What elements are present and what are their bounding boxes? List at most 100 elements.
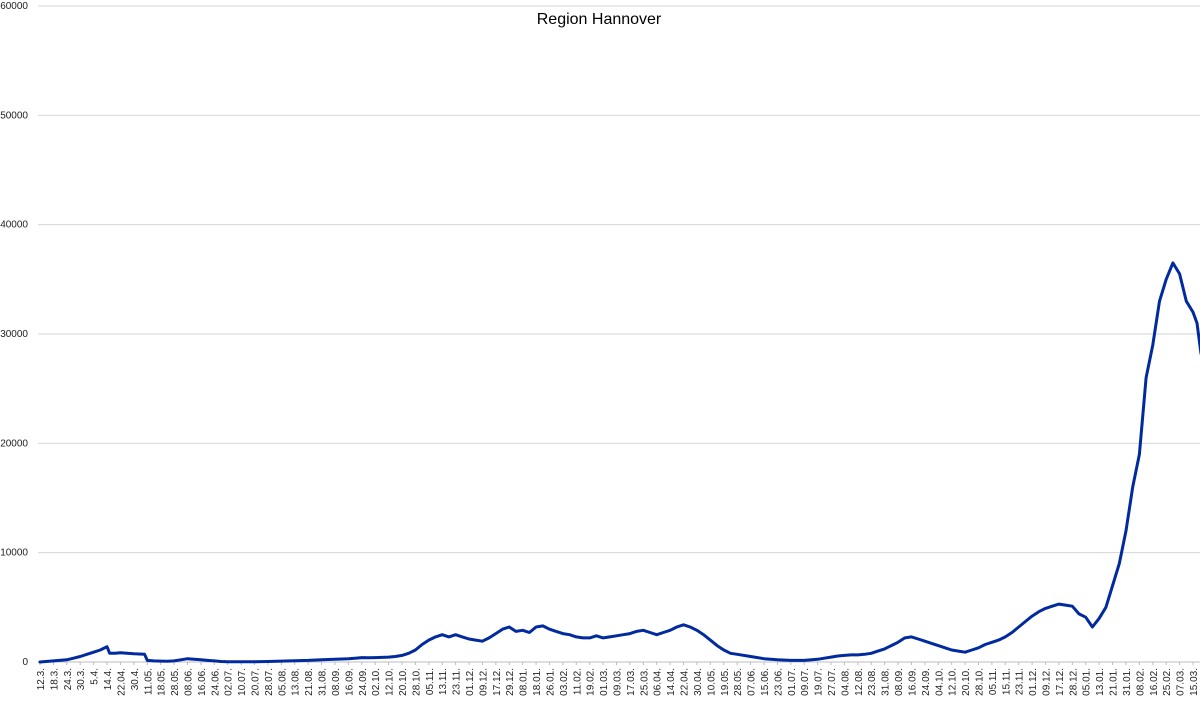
- x-tick-label: 12.3.: [36, 668, 47, 690]
- x-tick-label: 26.01.: [545, 668, 556, 696]
- x-tick-label: 23.11.: [452, 668, 463, 695]
- x-tick-label: 11.05.: [143, 668, 154, 695]
- x-tick-label: 17.12.: [492, 668, 503, 696]
- x-tick-label: 31.01.: [1122, 668, 1133, 696]
- x-tick-label: 05.08.: [277, 668, 288, 696]
- x-tick-label: 15.11.: [1001, 668, 1012, 695]
- x-tick-label: 09.12.: [1042, 668, 1053, 696]
- x-tick-label: 08.02.: [1135, 668, 1146, 696]
- x-tick-label: 28.05.: [170, 668, 181, 696]
- y-axis-ticks: 0 10000 20000 30000 40000 50000 60000: [0, 1, 28, 668]
- x-tick-label: 08.06.: [183, 668, 194, 696]
- x-tick-label: 28.05.: [733, 668, 744, 696]
- x-tick-label: 31.08.: [881, 668, 892, 696]
- x-tick-label: 20.07.: [251, 668, 262, 696]
- x-tick-label: 30.4.: [130, 668, 141, 690]
- x-tick-label: 28.10.: [974, 668, 985, 696]
- x-tick-label: 25.03.: [639, 668, 650, 696]
- x-tick-label: 08.09.: [894, 668, 905, 696]
- x-tick-label: 02.10.: [371, 668, 382, 696]
- x-tick-label: 15.03.: [1189, 668, 1200, 696]
- x-tick-label: 14.04.: [666, 668, 677, 696]
- x-tick-label: 23.11.: [1015, 668, 1026, 695]
- gridlines: [38, 5, 1200, 554]
- x-tick-label: 06.04.: [653, 668, 664, 696]
- x-tick-label: 04.10.: [934, 668, 945, 696]
- x-tick-label: 28.07.: [264, 668, 275, 696]
- x-tick-label: 05.11.: [425, 668, 436, 695]
- x-tick-label: 28.10.: [411, 668, 422, 696]
- x-tick-label: 04.08.: [840, 668, 851, 696]
- y-tick-label: 50000: [0, 110, 28, 121]
- x-tick-label: 01.03.: [599, 668, 610, 696]
- x-tick-label: 12.10.: [948, 668, 959, 696]
- x-tick-label: 09.03.: [613, 668, 624, 696]
- x-tick-label: 05.11.: [988, 668, 999, 695]
- x-tick-label: 01.12.: [465, 668, 476, 696]
- x-tick-label: 24.06.: [210, 668, 221, 696]
- x-tick-label: 11.02.: [572, 668, 583, 695]
- y-tick-label: 10000: [0, 548, 28, 559]
- x-tick-label: 10.07.: [237, 668, 248, 696]
- x-tick-label: 19.07.: [814, 668, 825, 696]
- x-tick-label: 07.06.: [747, 668, 758, 696]
- x-tick-label: 01.12.: [1028, 668, 1039, 696]
- x-tick-label: 20.10.: [961, 668, 972, 696]
- x-tick-label: 5.4.: [90, 668, 101, 685]
- y-tick-label: 30000: [0, 329, 28, 340]
- x-tick-label: 19.02.: [586, 668, 597, 696]
- x-tick-label: 27.07.: [827, 668, 838, 696]
- x-tick-label: 25.02.: [1162, 668, 1173, 696]
- x-tick-label: 18.05.: [157, 668, 168, 696]
- x-tick-label: 09.07.: [800, 668, 811, 696]
- x-tick-label: 10.05.: [706, 668, 717, 696]
- x-tick-label: 02.07.: [224, 668, 235, 696]
- y-tick-label: 20000: [0, 438, 28, 449]
- x-tick-label: 16.02.: [1149, 668, 1160, 696]
- chart-title: Region Hannover: [537, 11, 662, 28]
- x-tick-label: 15.06.: [760, 668, 771, 696]
- x-tick-label: 12.08.: [854, 668, 865, 696]
- x-tick-label: 24.09.: [358, 668, 369, 696]
- x-tick-label: 24.3.: [63, 668, 74, 690]
- x-tick-label: 09.12.: [478, 668, 489, 696]
- series-line-0: [38, 261, 1200, 664]
- y-tick-label: 0: [22, 657, 28, 668]
- x-tick-label: 31.08.: [318, 668, 329, 696]
- x-tick-label: 22.04.: [680, 668, 691, 696]
- x-tick-label: 30.3.: [76, 668, 87, 690]
- x-tick-label: 16.09.: [344, 668, 355, 696]
- x-tick-label: 14.4.: [103, 668, 114, 690]
- y-tick-label: 40000: [0, 220, 28, 231]
- x-tick-label: 18.3.: [49, 668, 60, 690]
- x-tick-label: 16.09.: [907, 668, 918, 696]
- x-tick-label: 05.01.: [1082, 668, 1093, 696]
- x-tick-label: 07.03.: [1176, 668, 1187, 696]
- x-tick-label: 28.12.: [1068, 668, 1079, 696]
- x-tick-label: 08.09.: [331, 668, 342, 696]
- x-tick-label: 23.06.: [773, 668, 784, 696]
- x-tick-label: 08.01.: [519, 668, 530, 696]
- x-tick-label: 12.10.: [385, 668, 396, 696]
- x-tick-label: 30.04.: [693, 668, 704, 696]
- x-tick-label: 03.02.: [559, 668, 570, 696]
- x-tick-label: 23.08.: [867, 668, 878, 696]
- y-tick-label: 60000: [0, 1, 28, 12]
- x-tick-label: 13.08.: [291, 668, 302, 696]
- x-tick-label: 17.03.: [626, 668, 637, 696]
- x-tick-label: 20.10.: [398, 668, 409, 696]
- series-layer: [38, 261, 1200, 664]
- x-tick-label: 21.08.: [304, 668, 315, 696]
- x-tick-label: 13.11.: [438, 668, 449, 695]
- x-tick-label: 22.04.: [116, 668, 127, 696]
- x-axis-ticks: 12.3. 18.3. 24.3. 30.3. 5.4. 14.4. 22.04. 30.4.…: [36, 662, 1200, 696]
- x-tick-label: 24.09.: [921, 668, 932, 696]
- x-tick-label: 16.06.: [197, 668, 208, 696]
- x-tick-label: 01.07.: [787, 668, 798, 696]
- x-tick-label: 18.01.: [532, 668, 543, 696]
- x-tick-label: 17.12.: [1055, 668, 1066, 696]
- x-tick-label: 19.05.: [720, 668, 731, 696]
- x-tick-label: 21.01.: [1109, 668, 1120, 696]
